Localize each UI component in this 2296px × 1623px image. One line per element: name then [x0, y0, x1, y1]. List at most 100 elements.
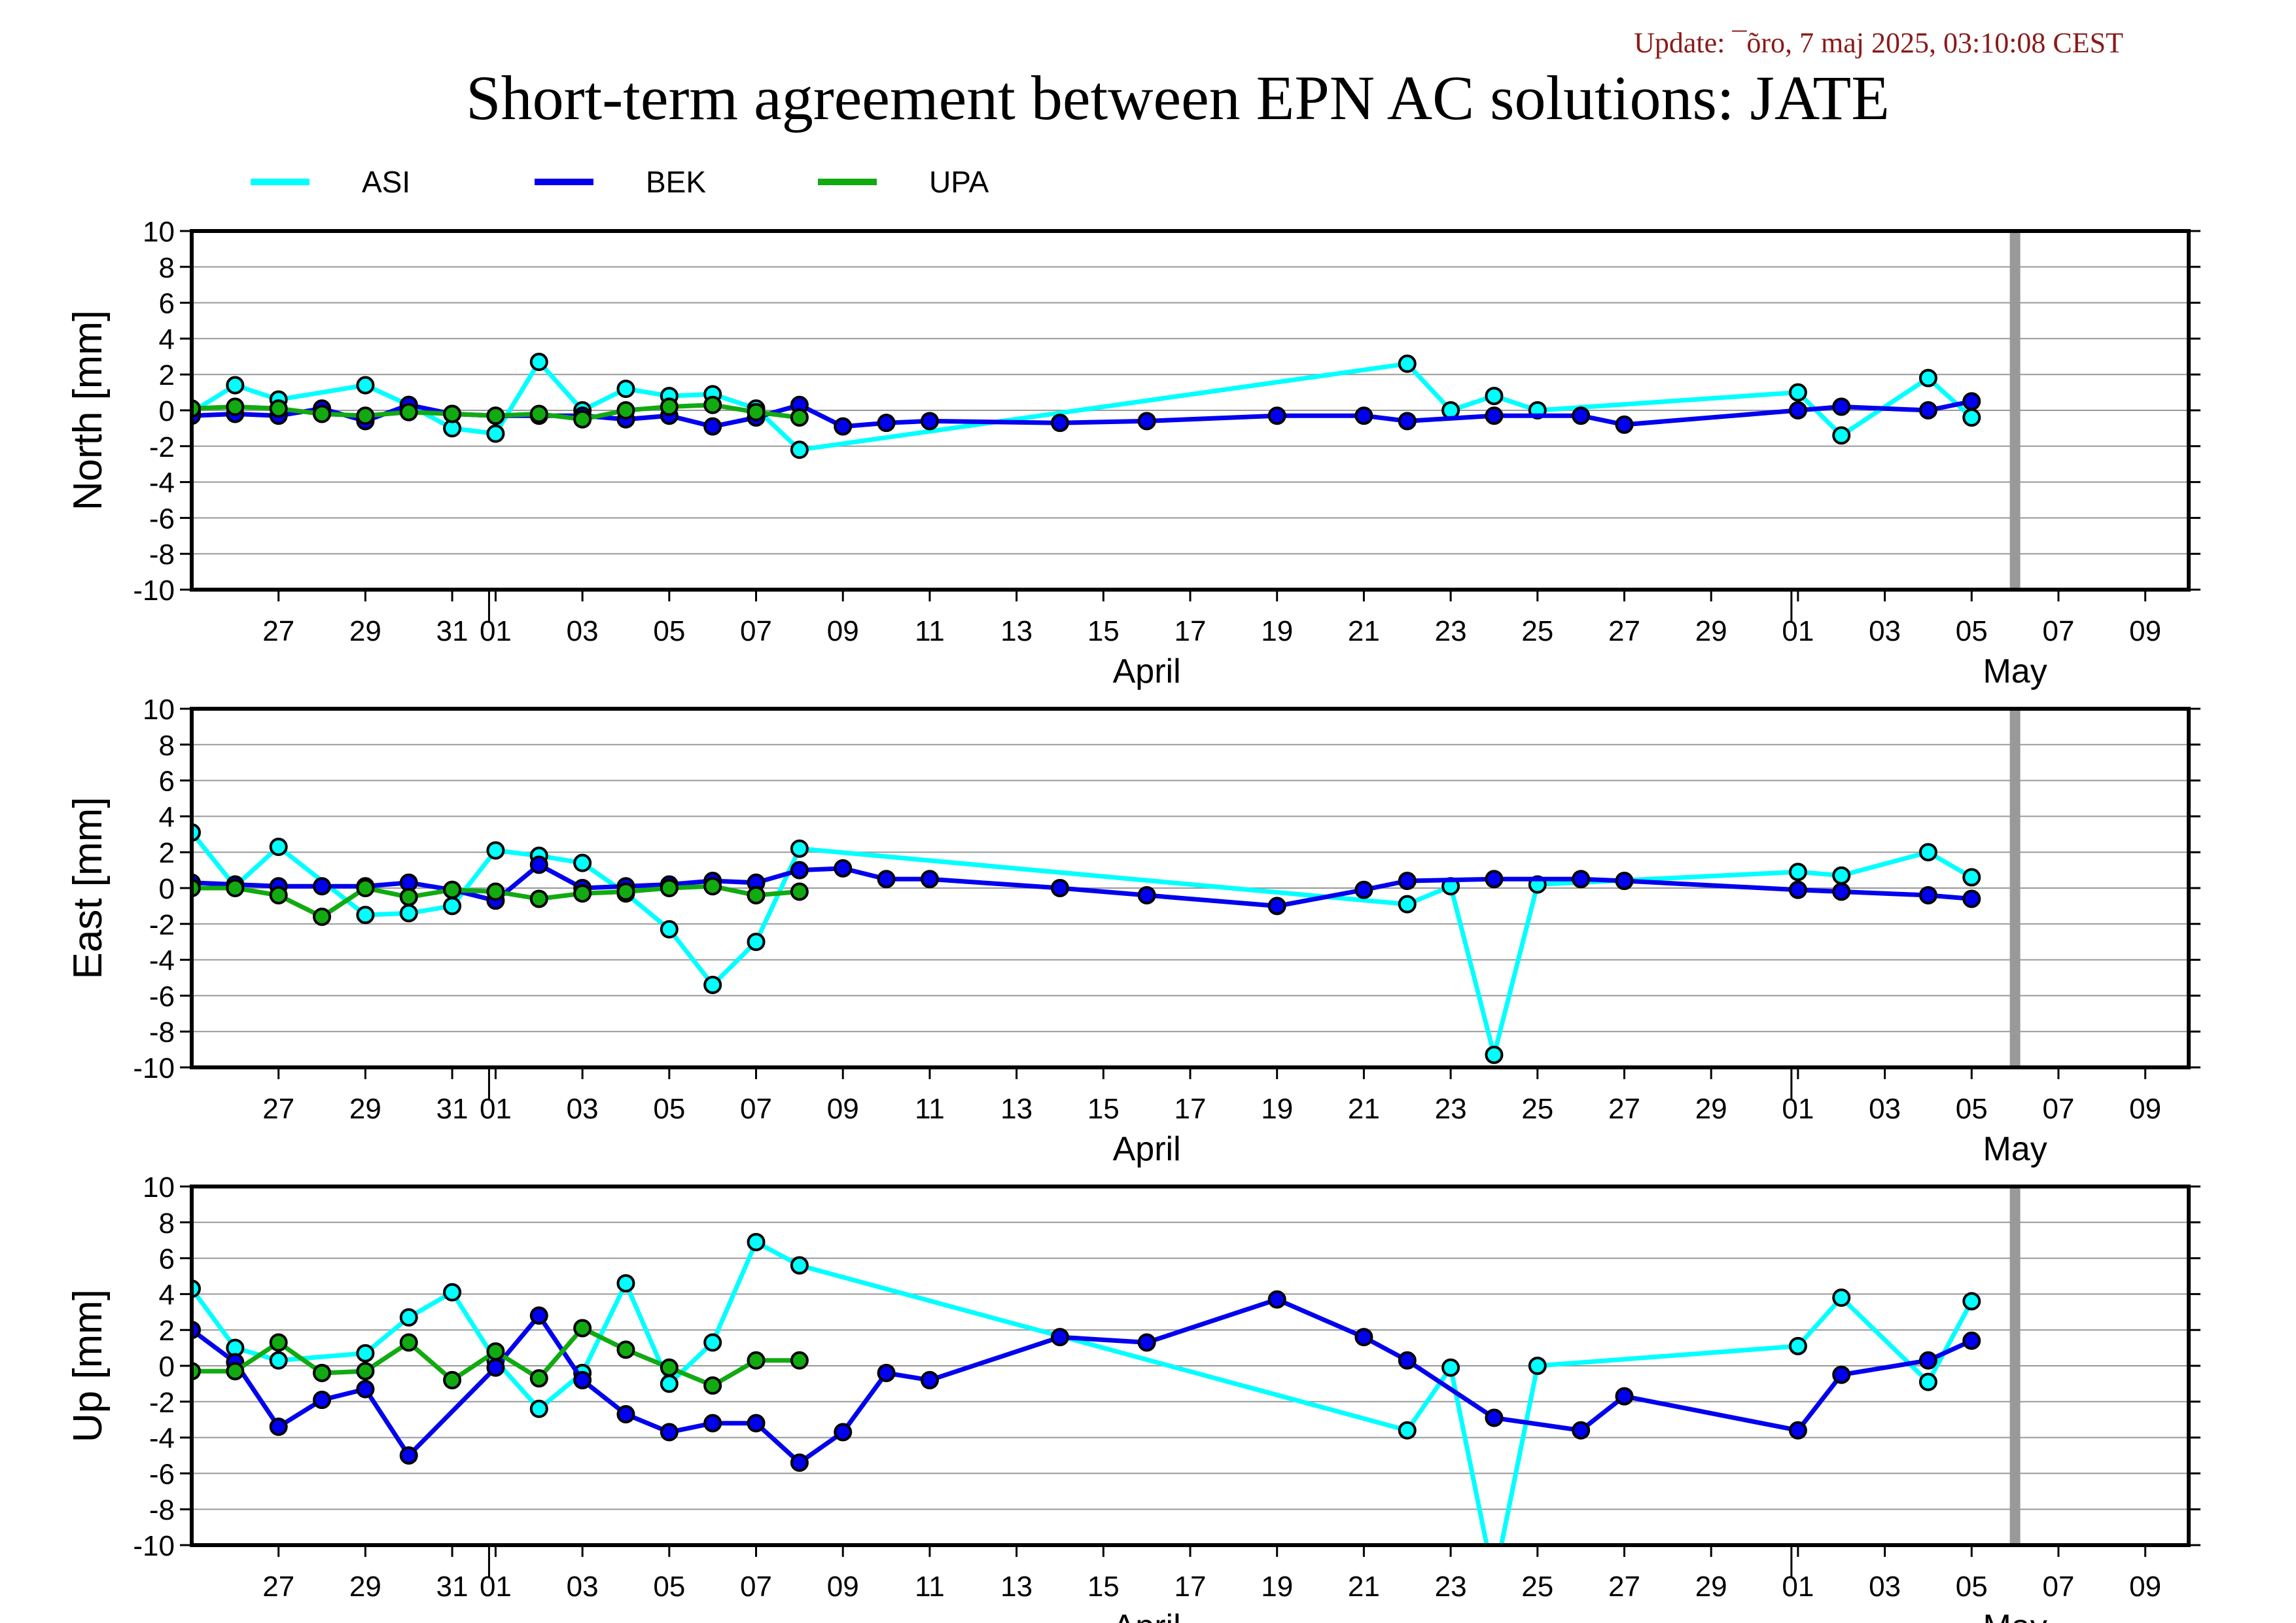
y-tick-label: 8 [159, 730, 175, 762]
x-tick-label: 29 [1695, 1571, 1727, 1603]
series-area [192, 823, 1981, 1064]
series-line-asi [192, 359, 1973, 452]
data-point-upa [226, 397, 245, 416]
y-axis-label: East [mm] [65, 796, 111, 979]
plot-frame [190, 229, 2191, 592]
data-point-bek [1137, 412, 1156, 431]
data-point-bek [1485, 1408, 1504, 1427]
data-point-asi [790, 1256, 809, 1275]
x-tick-label: 19 [1261, 615, 1293, 647]
y-tick-label: -8 [149, 1016, 175, 1048]
data-point-asi [529, 1399, 548, 1418]
data-point-bek [1398, 412, 1417, 431]
data-point-bek [1918, 1351, 1937, 1370]
x-tick-label: 23 [1435, 1571, 1467, 1603]
data-point-upa [486, 1342, 505, 1361]
data-point-asi [269, 1351, 288, 1370]
legend-item-upa: UPA [818, 165, 989, 199]
x-tick-label: 07 [740, 1093, 772, 1125]
data-point-bek [1050, 1328, 1069, 1347]
data-point-bek [1572, 870, 1591, 889]
data-point-asi [790, 839, 809, 858]
data-point-bek [1962, 889, 1981, 908]
y-tick-label: 10 [143, 1171, 175, 1204]
data-point-bek [790, 1453, 809, 1472]
data-point-bek [1832, 397, 1851, 416]
data-point-asi [226, 376, 245, 395]
x-tick-label: 29 [349, 1571, 381, 1603]
y-tick-label: -8 [149, 539, 175, 571]
series-line-asi [192, 1240, 1974, 1545]
data-point-bek [1267, 1290, 1286, 1309]
data-point-asi [1832, 866, 1851, 885]
data-point-upa [790, 1351, 809, 1370]
y-tick-label: -2 [149, 909, 175, 941]
data-point-upa [747, 885, 766, 904]
data-point-bek [313, 877, 332, 896]
data-point-upa [529, 1369, 548, 1388]
data-point-asi [616, 1274, 635, 1293]
x-tick-label: 01 [480, 615, 512, 647]
data-point-upa [313, 404, 332, 423]
x-tick-label: 27 [1608, 1093, 1640, 1125]
data-point-upa [703, 1376, 722, 1395]
data-point-asi [660, 1374, 679, 1393]
x-tick-label: 13 [1000, 1571, 1033, 1603]
legend-label: BEK [646, 165, 706, 199]
y-tick-label: 10 [143, 694, 175, 726]
data-point-asi [1832, 426, 1851, 445]
data-point-asi [1485, 387, 1504, 406]
data-point-asi [529, 353, 548, 372]
y-tick-label: -4 [149, 467, 175, 499]
data-point-bek [920, 870, 939, 889]
data-point-asi [269, 837, 288, 856]
data-point-upa [443, 404, 462, 423]
data-point-bek [573, 1370, 592, 1389]
data-point-upa [269, 399, 288, 418]
x-tick-label: 13 [1000, 1093, 1033, 1125]
data-point-asi [486, 841, 505, 860]
x-tick-label: 27 [1608, 615, 1640, 647]
legend-label: UPA [929, 165, 989, 199]
month-label: May [1983, 1130, 2047, 1168]
x-tick-label: 07 [2042, 615, 2074, 647]
data-point-upa [356, 879, 375, 897]
data-point-bek [834, 417, 853, 436]
data-point-asi [703, 975, 722, 994]
x-tick-label: 29 [1695, 615, 1727, 647]
x-tick-label: 19 [1261, 1571, 1293, 1603]
data-point-asi [1788, 1336, 1807, 1355]
data-point-upa [356, 1362, 375, 1381]
data-point-asi [747, 1232, 766, 1251]
x-tick-label: 27 [1608, 1571, 1640, 1603]
x-tick-label: 25 [1521, 1093, 1553, 1125]
data-point-bek [703, 417, 722, 436]
data-point-asi [356, 376, 375, 395]
data-point-bek [1267, 406, 1286, 425]
data-point-bek [1918, 885, 1937, 904]
data-point-upa [573, 884, 592, 903]
data-point-bek [1398, 1351, 1417, 1370]
data-point-bek [1137, 1333, 1156, 1352]
data-point-asi [1962, 868, 1981, 887]
data-point-upa [269, 1333, 288, 1352]
data-point-bek [1832, 1365, 1851, 1384]
x-tick-label: 27 [262, 1093, 294, 1125]
data-point-bek [877, 1363, 896, 1382]
y-tick-label: 6 [159, 1243, 175, 1275]
data-point-asi [486, 424, 505, 443]
x-tick-label: 27 [262, 1571, 294, 1603]
x-tick-label: 11 [915, 1571, 945, 1603]
data-point-asi [1918, 843, 1937, 862]
data-point-asi [1528, 1357, 1547, 1375]
data-point-upa [616, 1340, 635, 1359]
x-tick-label: 05 [1956, 1571, 1988, 1603]
panel-east: 10 8 64 2 0 -2 -4-6 -8 -10 East [mm] 27 29 31 01 03 05 0… [65, 694, 2200, 1168]
month-label: April [1113, 652, 1181, 690]
data-point-bek [834, 859, 853, 878]
data-point-bek [1615, 1387, 1634, 1406]
data-point-asi [1398, 895, 1417, 914]
plot-frame [190, 707, 2191, 1069]
data-point-asi [1918, 1372, 1937, 1391]
